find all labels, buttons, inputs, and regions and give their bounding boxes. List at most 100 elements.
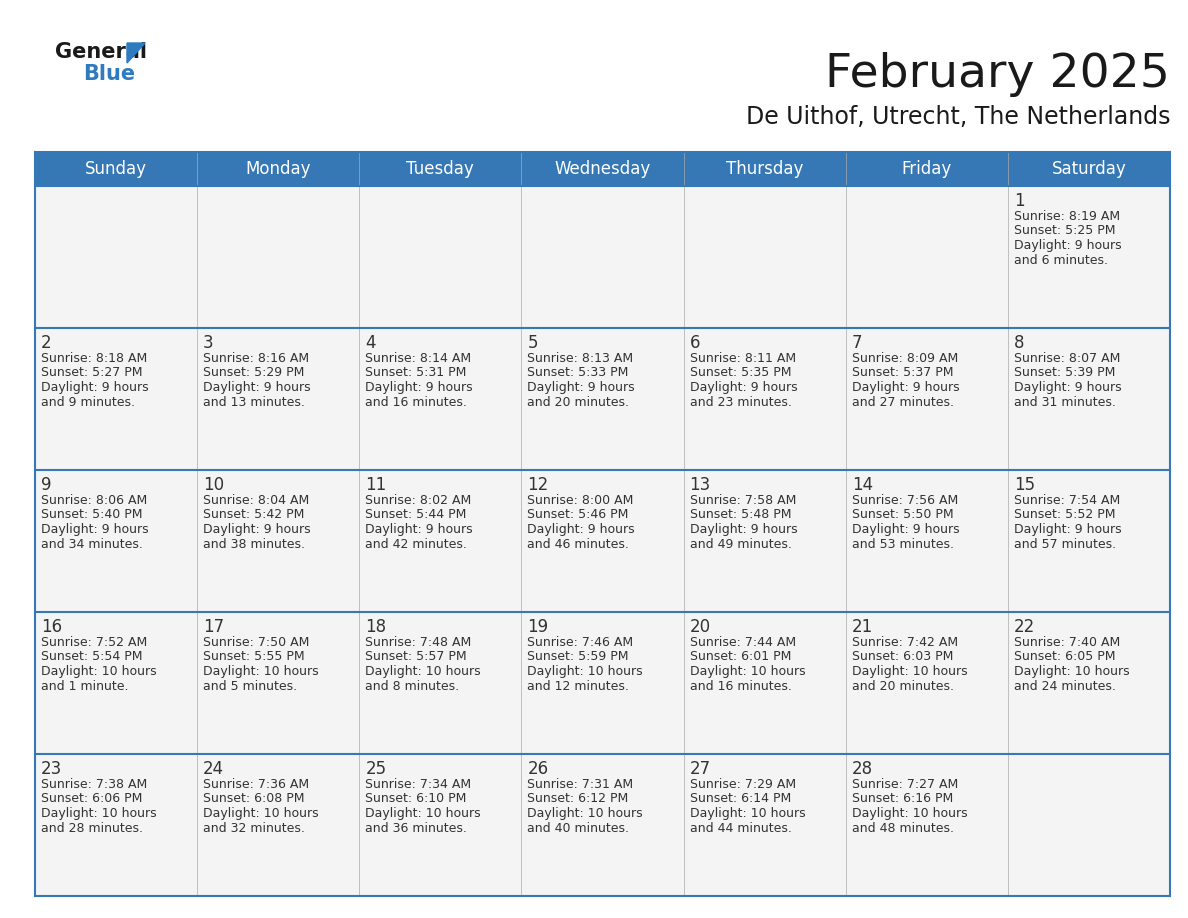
Text: Thursday: Thursday xyxy=(726,160,803,178)
Bar xyxy=(522,186,683,328)
Text: Sunset: 5:46 PM: Sunset: 5:46 PM xyxy=(527,509,628,521)
Text: Saturday: Saturday xyxy=(1051,160,1126,178)
Text: and 28 minutes.: and 28 minutes. xyxy=(42,822,143,834)
Text: and 16 minutes.: and 16 minutes. xyxy=(689,679,791,692)
Text: Daylight: 9 hours: Daylight: 9 hours xyxy=(689,381,797,394)
Text: Sunrise: 8:18 AM: Sunrise: 8:18 AM xyxy=(42,352,147,365)
Text: Sunrise: 7:52 AM: Sunrise: 7:52 AM xyxy=(42,636,147,649)
Text: and 5 minutes.: and 5 minutes. xyxy=(203,679,297,692)
Text: Sunrise: 7:54 AM: Sunrise: 7:54 AM xyxy=(1013,494,1120,507)
Bar xyxy=(846,152,1007,186)
Bar xyxy=(846,186,1007,328)
Bar xyxy=(359,186,522,328)
Bar xyxy=(34,152,197,186)
Bar xyxy=(683,328,846,470)
Text: Sunrise: 8:19 AM: Sunrise: 8:19 AM xyxy=(1013,210,1120,223)
Text: Sunrise: 7:34 AM: Sunrise: 7:34 AM xyxy=(365,778,472,791)
Text: and 24 minutes.: and 24 minutes. xyxy=(1013,679,1116,692)
Bar xyxy=(1007,328,1170,470)
Bar xyxy=(34,470,197,612)
Text: and 20 minutes.: and 20 minutes. xyxy=(527,396,630,409)
Text: 10: 10 xyxy=(203,476,225,494)
Text: Daylight: 10 hours: Daylight: 10 hours xyxy=(852,665,967,678)
Text: Sunset: 5:48 PM: Sunset: 5:48 PM xyxy=(689,509,791,521)
Text: Sunrise: 8:16 AM: Sunrise: 8:16 AM xyxy=(203,352,309,365)
Text: Sunset: 5:52 PM: Sunset: 5:52 PM xyxy=(1013,509,1116,521)
Text: Sunset: 6:14 PM: Sunset: 6:14 PM xyxy=(689,792,791,805)
Text: 4: 4 xyxy=(365,334,375,352)
Text: and 36 minutes.: and 36 minutes. xyxy=(365,822,467,834)
Text: Sunset: 5:25 PM: Sunset: 5:25 PM xyxy=(1013,225,1116,238)
Bar xyxy=(359,152,522,186)
Bar xyxy=(846,328,1007,470)
Text: 21: 21 xyxy=(852,618,873,636)
Text: and 44 minutes.: and 44 minutes. xyxy=(689,822,791,834)
Text: Daylight: 10 hours: Daylight: 10 hours xyxy=(203,807,318,820)
Bar xyxy=(359,328,522,470)
Text: Daylight: 9 hours: Daylight: 9 hours xyxy=(852,381,960,394)
Text: Sunset: 6:05 PM: Sunset: 6:05 PM xyxy=(1013,651,1116,664)
Text: 11: 11 xyxy=(365,476,386,494)
Text: 19: 19 xyxy=(527,618,549,636)
Text: 9: 9 xyxy=(42,476,51,494)
Bar xyxy=(1007,152,1170,186)
Text: Daylight: 10 hours: Daylight: 10 hours xyxy=(527,807,643,820)
Bar xyxy=(683,186,846,328)
Text: and 34 minutes.: and 34 minutes. xyxy=(42,538,143,551)
Bar xyxy=(683,152,846,186)
Text: Daylight: 9 hours: Daylight: 9 hours xyxy=(689,523,797,536)
Text: and 8 minutes.: and 8 minutes. xyxy=(365,679,460,692)
Text: Sunset: 6:10 PM: Sunset: 6:10 PM xyxy=(365,792,467,805)
Text: Sunrise: 7:40 AM: Sunrise: 7:40 AM xyxy=(1013,636,1120,649)
Text: Sunrise: 7:56 AM: Sunrise: 7:56 AM xyxy=(852,494,958,507)
Text: 25: 25 xyxy=(365,760,386,778)
Text: and 13 minutes.: and 13 minutes. xyxy=(203,396,305,409)
Text: Sunset: 6:01 PM: Sunset: 6:01 PM xyxy=(689,651,791,664)
Text: Monday: Monday xyxy=(246,160,311,178)
Text: Daylight: 9 hours: Daylight: 9 hours xyxy=(42,523,148,536)
Text: Sunrise: 8:11 AM: Sunrise: 8:11 AM xyxy=(689,352,796,365)
Text: February 2025: February 2025 xyxy=(826,52,1170,97)
Bar xyxy=(522,754,683,896)
Text: and 31 minutes.: and 31 minutes. xyxy=(1013,396,1116,409)
Text: Sunset: 5:57 PM: Sunset: 5:57 PM xyxy=(365,651,467,664)
Text: Daylight: 9 hours: Daylight: 9 hours xyxy=(1013,239,1121,252)
Text: Sunrise: 7:58 AM: Sunrise: 7:58 AM xyxy=(689,494,796,507)
Text: 1: 1 xyxy=(1013,192,1024,210)
Bar xyxy=(197,152,359,186)
Text: 26: 26 xyxy=(527,760,549,778)
Text: Sunset: 5:54 PM: Sunset: 5:54 PM xyxy=(42,651,143,664)
Text: De Uithof, Utrecht, The Netherlands: De Uithof, Utrecht, The Netherlands xyxy=(746,105,1170,129)
Text: Friday: Friday xyxy=(902,160,952,178)
Text: 7: 7 xyxy=(852,334,862,352)
Text: Daylight: 10 hours: Daylight: 10 hours xyxy=(365,665,481,678)
Text: Daylight: 9 hours: Daylight: 9 hours xyxy=(1013,523,1121,536)
Text: Daylight: 10 hours: Daylight: 10 hours xyxy=(527,665,643,678)
Text: Sunrise: 8:07 AM: Sunrise: 8:07 AM xyxy=(1013,352,1120,365)
Text: 17: 17 xyxy=(203,618,225,636)
Text: Sunset: 5:59 PM: Sunset: 5:59 PM xyxy=(527,651,628,664)
Text: and 27 minutes.: and 27 minutes. xyxy=(852,396,954,409)
Text: and 23 minutes.: and 23 minutes. xyxy=(689,396,791,409)
Text: Sunset: 5:50 PM: Sunset: 5:50 PM xyxy=(852,509,953,521)
Bar xyxy=(359,754,522,896)
Text: Sunrise: 7:42 AM: Sunrise: 7:42 AM xyxy=(852,636,958,649)
Bar xyxy=(34,754,197,896)
Bar xyxy=(359,470,522,612)
Text: Sunset: 5:42 PM: Sunset: 5:42 PM xyxy=(203,509,304,521)
Text: Sunset: 5:40 PM: Sunset: 5:40 PM xyxy=(42,509,143,521)
Text: Sunset: 6:08 PM: Sunset: 6:08 PM xyxy=(203,792,304,805)
Text: Sunrise: 7:29 AM: Sunrise: 7:29 AM xyxy=(689,778,796,791)
Text: 6: 6 xyxy=(689,334,700,352)
Text: Sunrise: 7:44 AM: Sunrise: 7:44 AM xyxy=(689,636,796,649)
Bar xyxy=(1007,186,1170,328)
Text: and 12 minutes.: and 12 minutes. xyxy=(527,679,630,692)
Text: 8: 8 xyxy=(1013,334,1024,352)
Text: Sunset: 6:16 PM: Sunset: 6:16 PM xyxy=(852,792,953,805)
Bar xyxy=(683,612,846,754)
Text: Sunrise: 7:50 AM: Sunrise: 7:50 AM xyxy=(203,636,310,649)
Bar xyxy=(846,754,1007,896)
Text: and 53 minutes.: and 53 minutes. xyxy=(852,538,954,551)
Text: Sunrise: 8:04 AM: Sunrise: 8:04 AM xyxy=(203,494,309,507)
Text: Daylight: 9 hours: Daylight: 9 hours xyxy=(527,523,636,536)
